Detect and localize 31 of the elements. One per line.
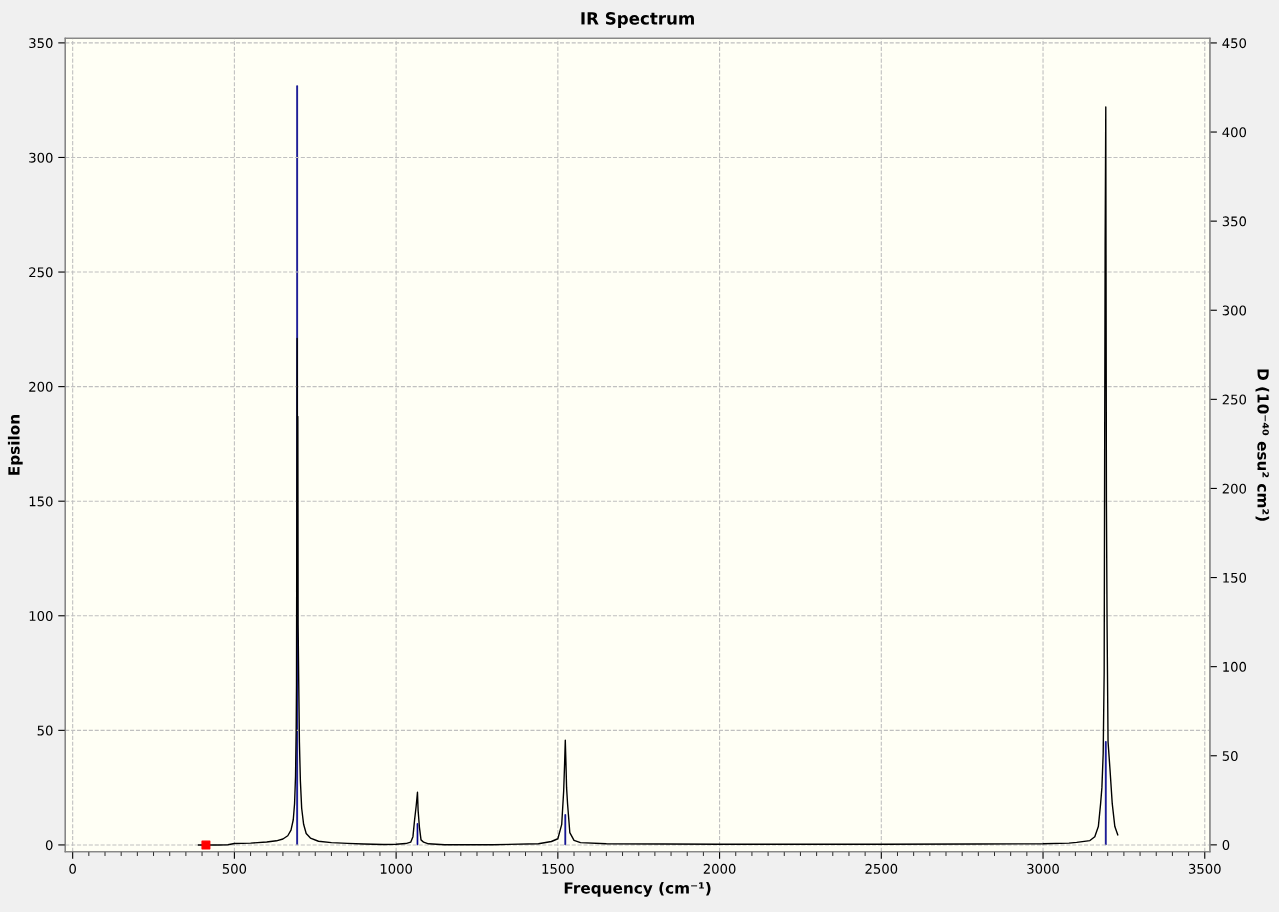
y2-tick-label: 0 — [1222, 840, 1230, 851]
y2-tick-label: 100 — [1223, 661, 1247, 672]
x-tick-label: 1500 — [542, 863, 574, 874]
y2-tick-label: 200 — [1222, 483, 1247, 494]
x-tick-label: 0 — [69, 863, 76, 874]
y2-tick-label: 400 — [1222, 127, 1247, 138]
x-tick-label: 500 — [222, 863, 247, 874]
chart-title: IR Spectrum — [581, 12, 694, 28]
x-axis-title: Frequency (cm⁻¹) — [564, 881, 711, 897]
y-tick-label: 300 — [29, 152, 53, 163]
y2-tick-label: 250 — [1222, 394, 1247, 405]
y-tick-label: 100 — [29, 611, 53, 621]
y2-tick-label: 450 — [1222, 38, 1247, 49]
y2-tick-label: 50 — [1222, 750, 1238, 761]
x-tick-label: 2500 — [865, 863, 898, 874]
y2-tick-label: 150 — [1223, 572, 1247, 583]
y-tick-label: 350 — [29, 38, 53, 49]
y-axis-title: Epsilon — [7, 415, 23, 475]
x-tick-label: 3500 — [1188, 863, 1221, 874]
y-tick-label: 50 — [37, 725, 53, 736]
x-tick-label: 1000 — [380, 863, 413, 874]
y2-axis-title: D (10⁻⁴⁰ esu² cm²) — [1255, 369, 1270, 521]
y-tick-label: 0 — [45, 840, 53, 851]
y2-tick-label: 350 — [1222, 216, 1247, 227]
y2-tick-label: 300 — [1222, 305, 1247, 316]
y-tick-label: 150 — [29, 496, 53, 507]
y-tick-label: 200 — [29, 381, 53, 392]
line-series — [197, 106, 1119, 846]
x-tick-label: 3000 — [1027, 863, 1059, 874]
y-tick-label: 250 — [29, 267, 53, 278]
x-tick-label: 2000 — [703, 863, 736, 874]
